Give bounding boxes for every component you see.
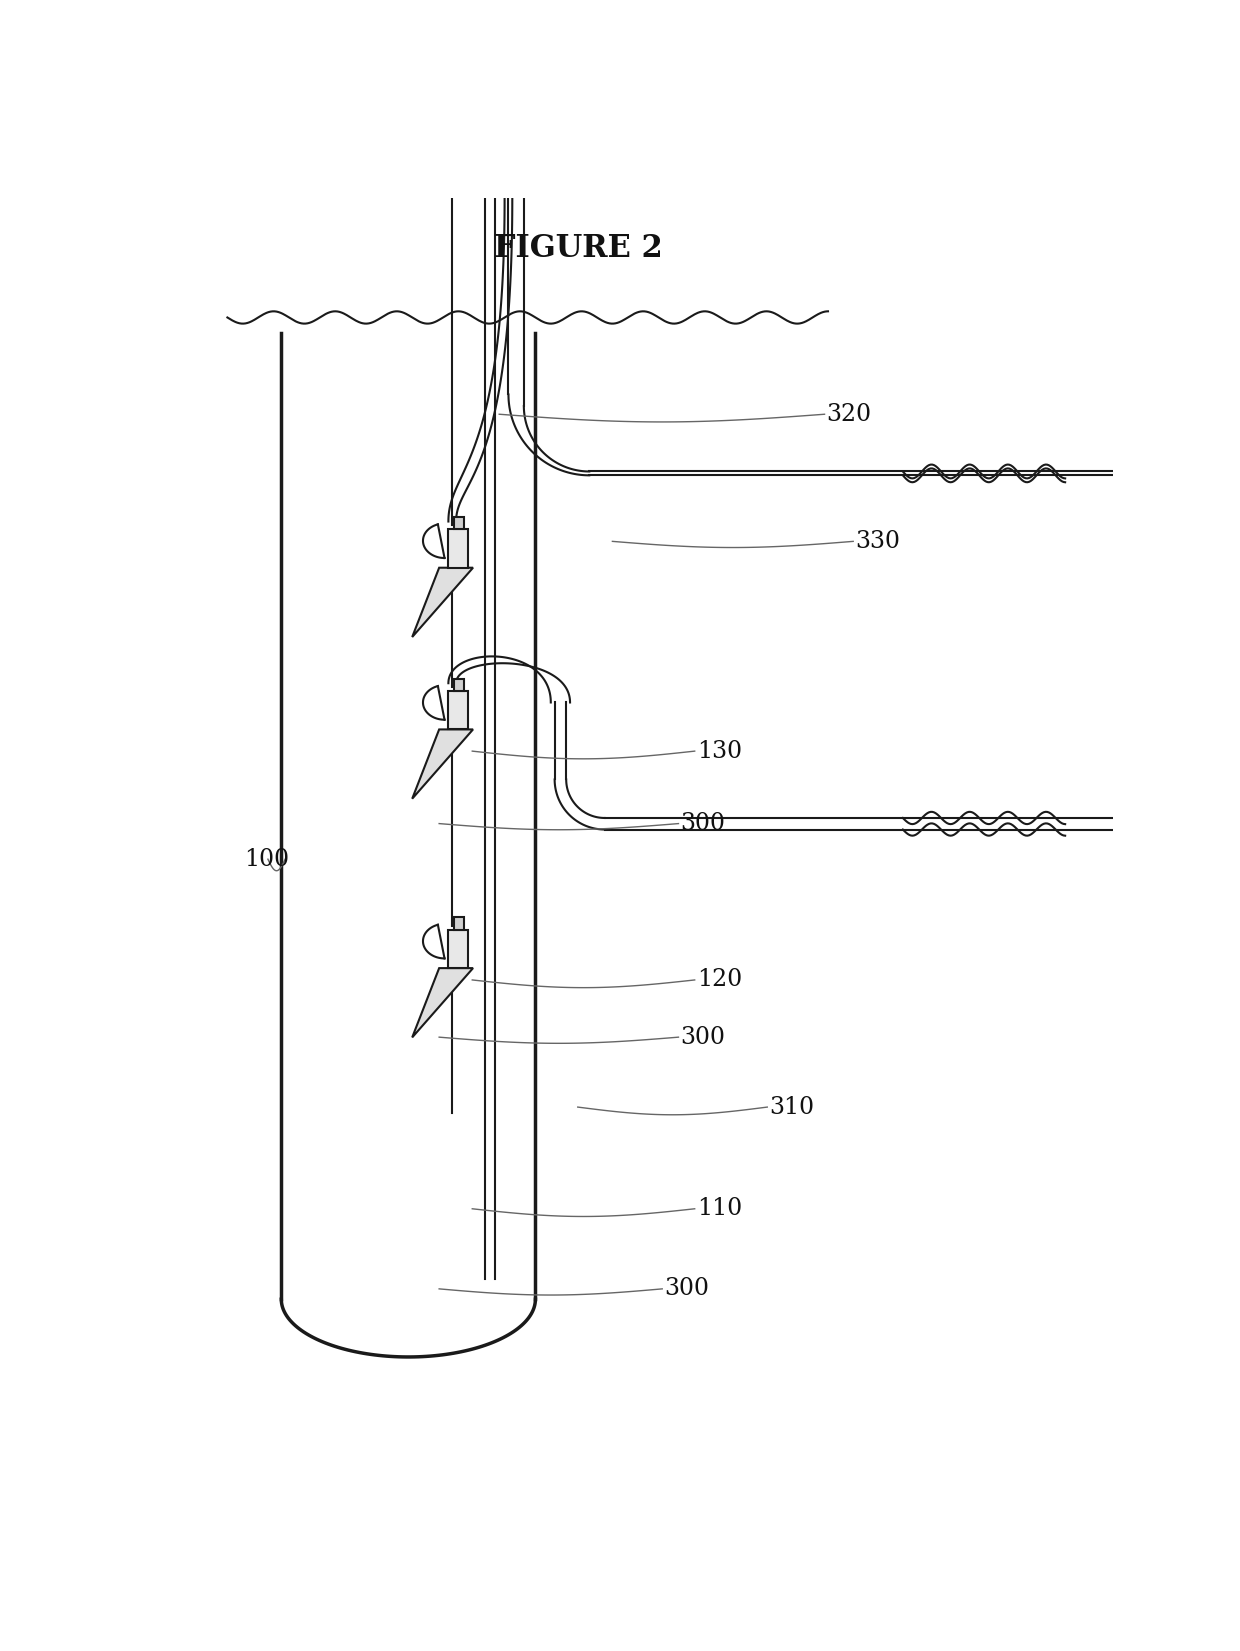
Text: 110: 110 <box>698 1197 743 1220</box>
Polygon shape <box>412 967 472 1037</box>
Bar <box>454 918 464 930</box>
Text: 100: 100 <box>244 847 289 870</box>
Text: 330: 330 <box>856 530 900 553</box>
Text: 320: 320 <box>826 403 872 426</box>
Polygon shape <box>412 568 472 637</box>
Text: FIGURE 2: FIGURE 2 <box>494 233 662 264</box>
Text: 300: 300 <box>681 1025 725 1048</box>
FancyBboxPatch shape <box>449 530 469 568</box>
Text: 130: 130 <box>698 740 743 763</box>
Bar <box>454 517 464 530</box>
Text: 120: 120 <box>698 969 743 992</box>
Polygon shape <box>412 730 472 799</box>
Text: 300: 300 <box>665 1278 709 1301</box>
Bar <box>454 679 464 690</box>
FancyBboxPatch shape <box>449 930 469 967</box>
Text: 300: 300 <box>681 812 725 835</box>
Text: 310: 310 <box>769 1096 815 1119</box>
FancyBboxPatch shape <box>449 690 469 730</box>
